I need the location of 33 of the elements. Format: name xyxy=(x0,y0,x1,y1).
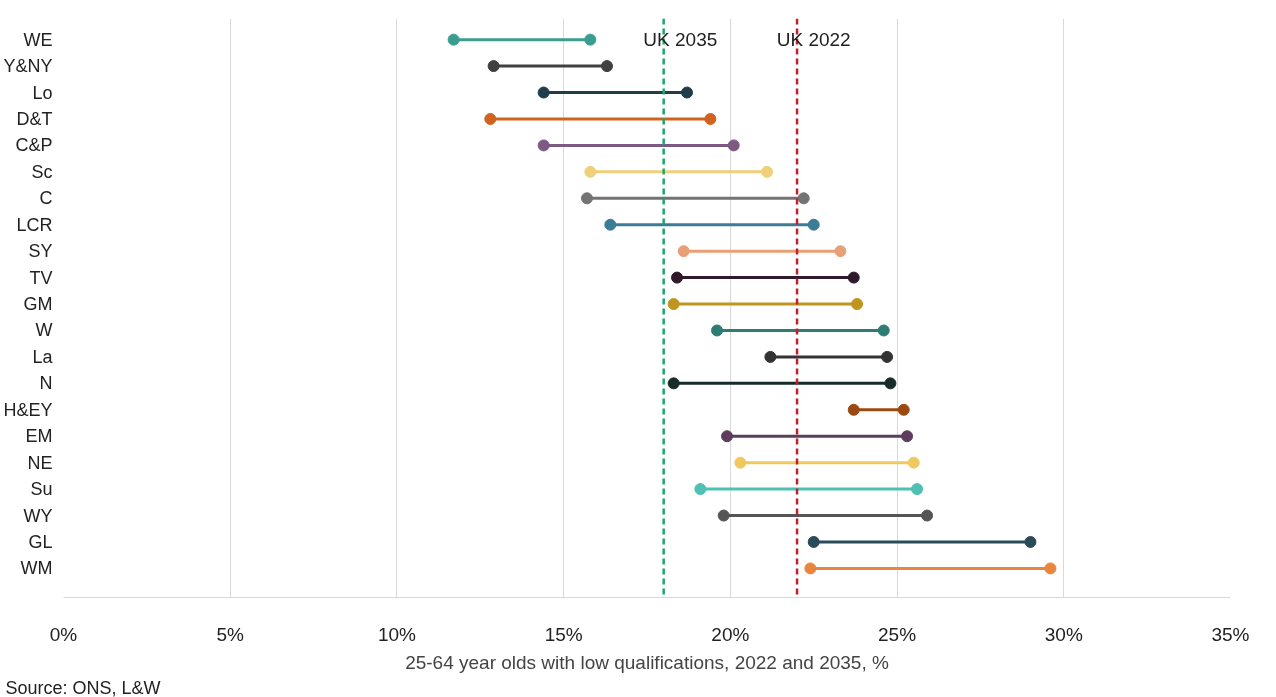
x-tick-label: 0% xyxy=(49,623,78,645)
source-note: Source: ONS, L&W xyxy=(5,677,161,697)
x-tick-label: 30% xyxy=(1044,623,1083,645)
y-tick-label: SY xyxy=(28,241,53,262)
y-tick-label: TV xyxy=(29,267,53,288)
x-tick-label: 5% xyxy=(216,623,245,645)
x-tick-label: 15% xyxy=(544,623,583,645)
y-tick-label: WE xyxy=(23,29,53,50)
x-tick-label: 35% xyxy=(1211,623,1250,645)
y-tick-label: D&T xyxy=(16,108,53,129)
y-tick-label: La xyxy=(32,346,54,367)
y-tick-label: Sc xyxy=(31,161,53,182)
y-tick-label: Su xyxy=(30,479,53,500)
y-tick-label: H&EY xyxy=(3,399,53,420)
y-tick-label: W xyxy=(35,320,53,341)
y-tick-label: GM xyxy=(23,294,53,315)
x-axis-title: 25-64 year olds with low qualifications, 2022 and 2035, % xyxy=(405,651,889,673)
y-tick-label: GL xyxy=(28,531,53,552)
y-tick-label: C&P xyxy=(15,135,53,156)
y-tick-label: EM xyxy=(25,426,53,447)
y-tick-label: Y&NY xyxy=(3,56,53,77)
y-tick-label: WM xyxy=(20,558,53,579)
y-tick-label: N xyxy=(39,373,53,394)
y-tick-label: NE xyxy=(27,452,53,473)
y-tick-label: Lo xyxy=(32,82,53,103)
y-tick-label: LCR xyxy=(16,214,53,235)
ref-line-label: UK 2022 xyxy=(776,29,851,51)
x-tick-label: 25% xyxy=(878,623,917,645)
x-tick-label: 20% xyxy=(711,623,750,645)
ref-line-label: UK 2035 xyxy=(643,29,718,51)
y-tick-label: C xyxy=(39,188,53,209)
y-tick-label: WY xyxy=(23,505,53,526)
x-tick-label: 10% xyxy=(377,623,417,645)
